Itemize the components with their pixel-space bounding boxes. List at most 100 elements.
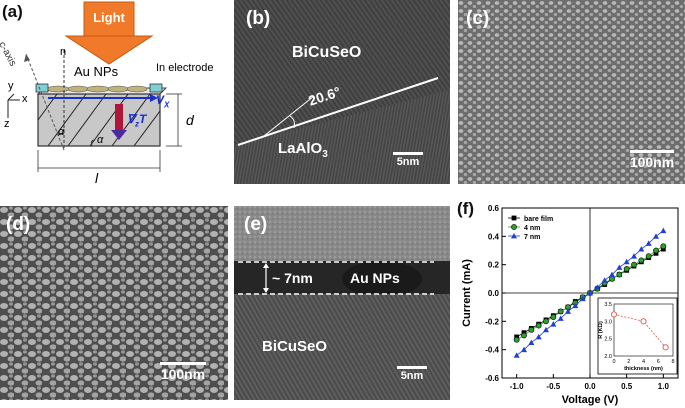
x-axis-label: Voltage (V)	[562, 394, 619, 406]
data-point	[631, 261, 637, 268]
data-point	[601, 277, 608, 283]
data-point	[550, 321, 557, 327]
c-axis-arrowhead	[24, 54, 30, 62]
iv-chart: -1.0 -0.5 0.0 0.5 1.0 -0.6 -0.4 -0.2 0.0 0.2 0.4 0.…	[461, 204, 679, 406]
scale-bar-text-d: 100nm	[160, 366, 206, 382]
data-point	[609, 271, 615, 277]
thickness-d-label: d	[186, 112, 194, 128]
data-point	[513, 352, 520, 358]
panel-d-sem: (d) 100nm	[0, 206, 228, 400]
y-axis-label: Current (mA)	[461, 259, 473, 327]
y-tick-label: -0.4	[485, 346, 499, 355]
data-point	[528, 339, 535, 345]
inset-x-tick-label: 8	[671, 359, 674, 365]
data-point	[579, 295, 586, 302]
normal-label: n	[60, 46, 67, 58]
gradient-subscript: z	[135, 119, 140, 129]
inset-frame	[597, 297, 678, 375]
dimension-lines	[37, 93, 182, 172]
data-point	[587, 290, 593, 296]
x-tick-label: 1.0	[658, 382, 670, 391]
vx-symbol: V	[156, 93, 165, 107]
legend-label: 7 nm	[524, 234, 540, 241]
scale-bar-c: 100nm	[622, 150, 682, 170]
scale-bar-text-b: 5nm	[396, 156, 420, 168]
alpha-label-1: α	[58, 126, 65, 138]
light-arrow	[64, 1, 154, 65]
data-point	[623, 266, 630, 272]
data-point	[660, 227, 667, 234]
x-tick-label: 0.5	[621, 382, 633, 391]
legend-marker	[511, 215, 517, 221]
legend-label: 4 nm	[524, 225, 540, 232]
scale-bar-text-e: 5nm	[400, 370, 424, 382]
data-point	[638, 257, 645, 264]
inset-x-tick-label: 4	[642, 359, 645, 365]
thickness-arrowhead-bottom	[263, 288, 269, 293]
alpha-label-2: α	[97, 134, 104, 146]
inset-x-tick-label: 2	[627, 359, 630, 365]
data-point	[543, 318, 549, 325]
panel-a-schematic: (a) Light c-axis n Au NPs In electrode y…	[0, 0, 228, 190]
data-point	[557, 315, 564, 321]
data-point	[645, 240, 652, 246]
au-nps-label: Au NPs	[74, 64, 119, 79]
vx-label: VX	[156, 93, 169, 109]
schematic-drawing	[7, 1, 182, 172]
inset-series-line	[613, 314, 666, 348]
data-point	[623, 258, 630, 265]
substrate-block	[36, 87, 168, 147]
data-point	[513, 336, 520, 343]
panel-label-e: (e)	[244, 214, 268, 235]
gradient-t-label: ∇zT	[127, 112, 146, 128]
data-point	[557, 308, 564, 315]
x-tick-label: 0.0	[584, 382, 596, 391]
data-point	[535, 333, 542, 340]
coordinate-axes	[7, 93, 20, 118]
tem-lattice-e	[234, 206, 450, 400]
angle-line	[263, 95, 315, 137]
bicuseo-label-e: BiCuSeO	[262, 338, 328, 355]
c-axis-line	[25, 53, 65, 151]
vx-subscript: X	[164, 100, 170, 110]
x-tick-label: -1.0	[510, 382, 524, 391]
vx-arrowhead	[150, 94, 158, 102]
in-electrode-label: In electrode	[156, 62, 214, 74]
data-point	[616, 271, 623, 278]
data-point	[645, 253, 652, 260]
electrode-right	[149, 83, 163, 93]
x-tick-label: -0.5	[546, 382, 560, 391]
temperature-symbol: T	[139, 112, 147, 126]
axis-x-label: x	[22, 93, 28, 105]
data-point	[594, 284, 601, 290]
sem-texture-c	[458, 0, 685, 184]
au-nps-label-e: Au NPs	[350, 270, 400, 286]
thickness-arrowhead-top	[263, 263, 269, 268]
panel-label-a: (a)	[2, 2, 23, 21]
inset-x-tick-label: 0	[612, 359, 615, 365]
y-tick-label: 0.4	[488, 232, 500, 241]
gradient-t-arrow	[115, 104, 123, 130]
tem-lattice-b	[234, 0, 450, 184]
data-point	[653, 233, 659, 239]
panel-f-iv-chart: (f) -1.0 -0.5 0.0 0.5 1.0 -0.6 -0.4 -0.2 0.0 0.2 0…	[456, 196, 685, 408]
data-point	[543, 326, 549, 333]
laalo3-subscript: 3	[322, 149, 328, 160]
laalo3-label: LaAlO3	[278, 140, 328, 160]
panel-b-tem: (b) BiCuSeO 20.6° LaAlO3 5nm	[234, 0, 450, 184]
legend-marker	[511, 233, 517, 239]
y-tick-label: -0.6	[485, 374, 499, 383]
inset-data-point	[662, 344, 669, 351]
gradient-t-arrowhead	[111, 130, 127, 140]
scale-bar-e: 5nm	[390, 366, 434, 382]
inset-data-point	[610, 311, 618, 318]
scale-bar-text-c: 100nm	[629, 154, 675, 170]
data-point	[572, 302, 579, 309]
thickness-label: ~ 7nm	[272, 270, 313, 286]
inset-y-axis-label: R (KΩ)	[598, 321, 604, 339]
y-tick-label: 0.6	[488, 204, 500, 213]
alpha-arc	[57, 132, 65, 137]
scale-bar-line-c	[630, 150, 674, 153]
panel-label-f: (f)	[457, 199, 474, 218]
alpha-arc-2	[90, 139, 96, 147]
